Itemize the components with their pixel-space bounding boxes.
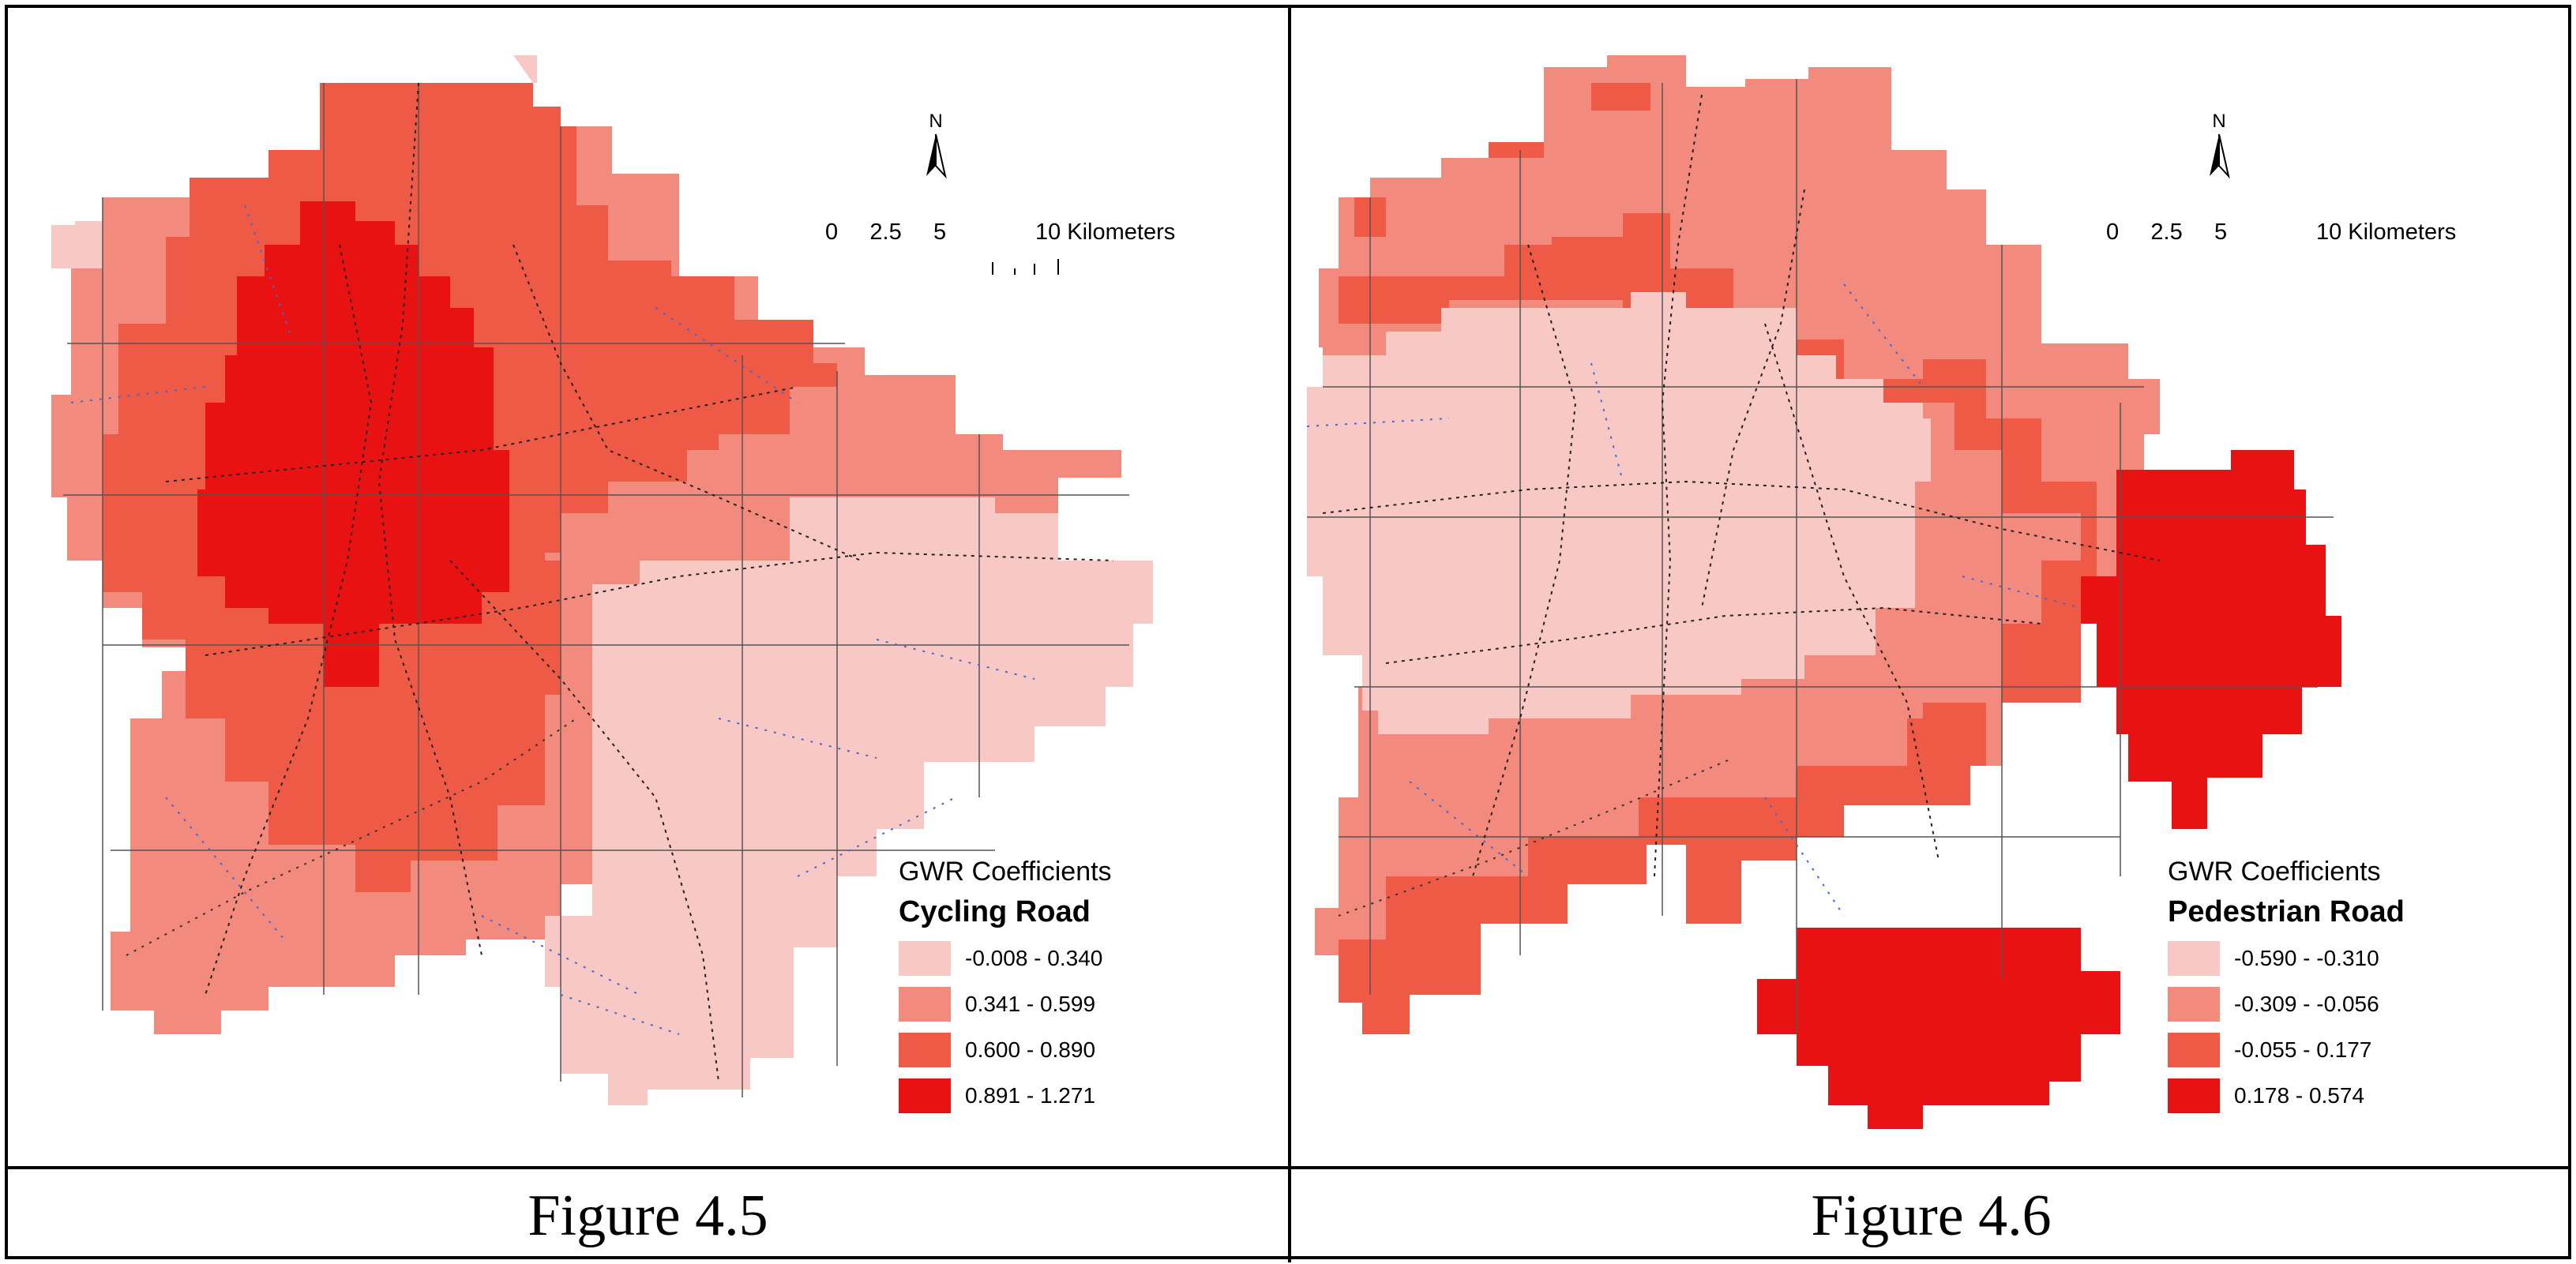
legend-item: -0.309 - -0.056 <box>2168 986 2405 1022</box>
zone-class-4 <box>2081 450 2341 829</box>
grid-lines <box>1307 79 2334 1034</box>
legend-item: 0.178 - 0.574 <box>2168 1078 2405 1114</box>
legend-item: -0.590 - -0.310 <box>2168 940 2405 977</box>
legend-item: 0.891 - 1.271 <box>899 1078 1112 1114</box>
legend-swatch <box>899 987 951 1022</box>
legend-item-label: 0.341 - 0.599 <box>965 992 1096 1016</box>
north-arrow-icon <box>926 133 947 179</box>
figure-frame: N 0 2.5 5 10 Kilometers GWR Coefficients… <box>5 5 2571 1262</box>
legend-item: -0.055 - 0.177 <box>2168 1032 2405 1068</box>
legend-swatch <box>899 941 951 976</box>
figure-caption-left: Figure 4.5 <box>8 1169 1291 1262</box>
north-label: N <box>2212 111 2226 132</box>
legend: GWR Coefficients Pedestrian Road -0.590 … <box>2168 857 2405 1123</box>
legend-item: -0.008 - 0.340 <box>899 940 1112 977</box>
legend-variable: Cycling Road <box>899 895 1091 928</box>
legend: GWR Coefficients Cycling Road -0.008 - 0… <box>899 857 1112 1123</box>
legend-item-label: -0.055 - 0.177 <box>2234 1037 2372 1062</box>
legend-swatch <box>2168 987 2220 1022</box>
north-label: N <box>929 111 943 132</box>
legend-swatch <box>2168 1033 2220 1067</box>
grid-lines <box>63 83 1129 1097</box>
north-arrow: N <box>2203 111 2235 184</box>
north-arrow-icon <box>2210 133 2230 179</box>
legend-title: GWR Coefficients <box>2168 857 2381 887</box>
map-pedestrian-road <box>1306 55 2341 1129</box>
zone-class-1 <box>1307 292 1931 734</box>
map-panel-pedestrian: N 0 2.5 5 10 Kilometers GWR Coefficients… <box>1291 8 2571 1166</box>
figure-caption-right: Figure 4.6 <box>1811 1183 2052 1248</box>
legend-item: 0.600 - 0.890 <box>899 1032 1112 1068</box>
legend-item-label: -0.590 - -0.310 <box>2234 946 2379 970</box>
legend-swatch <box>2168 941 2220 976</box>
legend-title: GWR Coefficients <box>899 857 1112 887</box>
zone-class-3 <box>1339 83 2097 1034</box>
caption-row: Figure 4.5 Figure 4.6 <box>8 1166 2568 1262</box>
scale-bar <box>992 259 1059 275</box>
zone-class-4 <box>197 201 509 687</box>
scale-bar-label: 0 2.5 5 10 Kilometers <box>825 219 1176 245</box>
scale-bar-label: 0 2.5 5 10 Kilometers <box>2106 219 2457 245</box>
zone-class-1 <box>513 55 1153 1105</box>
legend-swatch <box>899 1033 951 1067</box>
legend-item-label: -0.008 - 0.340 <box>965 946 1103 970</box>
legend-swatch <box>2168 1078 2220 1113</box>
legend-item-label: 0.600 - 0.890 <box>965 1037 1096 1062</box>
legend-item-label: 0.891 - 1.271 <box>965 1083 1096 1108</box>
legend-item-label: -0.309 - -0.056 <box>2234 992 2379 1016</box>
north-arrow: N <box>920 111 952 184</box>
zone-fill <box>51 221 115 280</box>
map-cycling-road <box>51 55 1153 1105</box>
zone-class-4 <box>1757 928 2120 1129</box>
legend-swatch <box>899 1078 951 1113</box>
coefficient-zone-low <box>51 221 115 280</box>
legend-item: 0.341 - 0.599 <box>899 986 1112 1022</box>
road-network <box>70 82 1114 1082</box>
legend-variable: Pedestrian Road <box>2168 895 2405 928</box>
road-network <box>1306 94 2161 917</box>
map-panel-cycling: N 0 2.5 5 10 Kilometers GWR Coefficients… <box>8 8 1291 1166</box>
legend-item-label: 0.178 - 0.574 <box>2234 1083 2365 1108</box>
